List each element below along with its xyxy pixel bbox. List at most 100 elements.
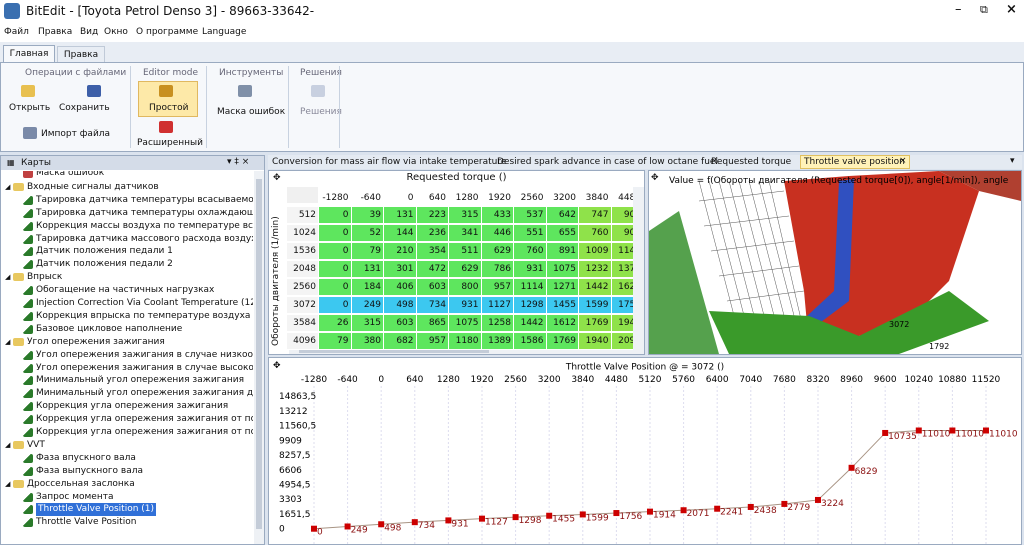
column-header: 512 — [644, 190, 645, 207]
table-cell: 79 — [351, 243, 384, 260]
tree-item[interactable]: Запрос момента — [36, 491, 114, 502]
expander[interactable]: ◢ — [5, 440, 11, 449]
ribbon-button[interactable]: Импорт файла — [41, 129, 111, 139]
table-cell: 1258 — [481, 315, 514, 332]
tree-folder[interactable]: Входные сигналы датчиков — [27, 181, 159, 192]
menu-item[interactable]: Файл — [4, 27, 29, 37]
expander[interactable]: ◢ — [5, 337, 11, 346]
tree-item[interactable]: Коррекция угла опережения зажигания — [36, 401, 229, 412]
document-tab-active[interactable]: Throttle valve position × — [800, 155, 910, 169]
table-cell: 865 — [416, 315, 449, 332]
row-header: 3584 — [287, 315, 319, 332]
ribbon-button[interactable]: Сохранить — [59, 103, 110, 113]
tree-item[interactable]: Коррекция впрыска по температуре воздуха… — [36, 310, 253, 321]
tree-item[interactable]: Injection Correction Via Coolant Tempera… — [36, 298, 253, 308]
table-cell: 1586 — [514, 333, 547, 350]
column-header: 3200 — [546, 190, 579, 207]
tree-item[interactable]: Датчик положения педали 1 — [36, 246, 173, 257]
data-point — [680, 507, 687, 514]
document-tab[interactable]: Conversion for mass air flow via intake … — [272, 157, 507, 167]
scrollbar[interactable] — [254, 171, 264, 544]
tree-folder[interactable]: Угол опережения зажигания — [27, 336, 165, 347]
x-tick-label: 10880 — [938, 375, 967, 385]
ribbon-tab-active[interactable]: Главная — [3, 45, 55, 63]
tree-item[interactable]: Минимальный угол опережения зажигания дл… — [36, 388, 253, 399]
x-tick-label: 8960 — [840, 375, 863, 385]
close-button[interactable]: × — [1006, 2, 1017, 17]
tree-item[interactable]: Маска ошибок — [36, 171, 105, 178]
ribbon-tab[interactable]: Правка — [57, 46, 105, 63]
tree-item[interactable]: Тарировка датчика массового расхода возд… — [36, 233, 253, 244]
menu-item[interactable]: О программе — [136, 27, 199, 37]
table-cell: 655 — [546, 225, 579, 242]
data-point — [949, 427, 956, 434]
scrollbar-thumb[interactable] — [256, 179, 262, 529]
expander[interactable]: ◢ — [5, 182, 11, 191]
table-cell: 1075 — [546, 261, 579, 278]
tree-folder[interactable]: VVT — [27, 439, 45, 450]
tree-item[interactable]: Коррекция угла опережения зажигания от п… — [36, 427, 253, 437]
map-icon — [23, 260, 33, 270]
tree-item[interactable]: Обогащение на частичных нагрузках — [36, 285, 215, 296]
move-handle[interactable]: ✥ — [273, 173, 281, 183]
folder-icon — [13, 479, 24, 488]
move-handle[interactable]: ✥ — [273, 361, 281, 371]
tree-item[interactable]: Коррекция массы воздуха по температуре в… — [36, 220, 253, 231]
minimize-button[interactable]: – — [955, 2, 962, 17]
table-cell: 52 — [351, 225, 384, 242]
tree-item[interactable]: Фаза выпускного вала — [36, 465, 144, 476]
tree-item[interactable]: Фаза впускного вала — [36, 452, 136, 463]
data-point — [982, 427, 989, 434]
x-tick-label: -1280 — [301, 375, 327, 385]
tree-item[interactable]: Базовое цикловое наполнение — [36, 323, 183, 334]
surface-axis-label: 1792 — [929, 342, 949, 351]
tab-close[interactable]: × — [899, 156, 907, 166]
move-handle[interactable]: ✥ — [651, 173, 659, 183]
tree-folder[interactable]: Впрыск — [27, 272, 63, 283]
tree-item[interactable]: Минимальный угол опережения зажигания — [36, 375, 245, 386]
table-cell: 472 — [416, 261, 449, 278]
tree-folder[interactable]: Дроссельная заслонка — [27, 478, 135, 489]
table-cell: 341 — [449, 225, 482, 242]
ribbon-button[interactable]: Маска ошибок — [217, 107, 286, 117]
tree-item[interactable]: Коррекция угла опережения зажигания от п… — [36, 414, 253, 425]
tab-menu[interactable]: ▾ — [1010, 156, 1015, 166]
map-icon — [23, 350, 33, 360]
ribbon-button[interactable]: Простой — [149, 103, 189, 113]
menu-item[interactable]: Language — [202, 27, 247, 37]
tree-item[interactable]: Throttle Valve Position — [36, 517, 137, 528]
v-scrollbar[interactable] — [633, 187, 644, 354]
expander[interactable]: ◢ — [5, 479, 11, 488]
menu-item[interactable]: Вид — [80, 27, 99, 37]
table-cell: 1114 — [514, 279, 547, 296]
tree-item[interactable]: Угол опережения зажигания в случае низко… — [36, 349, 253, 360]
menu-item[interactable]: Правка — [38, 27, 73, 37]
ribbon-tabs: Главная Правка — [0, 42, 1024, 63]
map-icon — [23, 389, 33, 399]
data-label: 498 — [384, 523, 401, 533]
panel-buttons[interactable]: ▾ ‡ × — [227, 157, 250, 167]
panel-header: ▦ Карты ▾ ‡ × — [1, 156, 264, 170]
tree-item[interactable]: Датчик положения педали 2 — [36, 259, 173, 270]
tree-item[interactable]: Тарировка датчика температуры охлаждающе… — [36, 207, 253, 218]
table-cell: 1075 — [449, 315, 482, 332]
ribbon-button[interactable]: Открыть — [9, 103, 51, 113]
ribbon-button[interactable]: Решения — [300, 107, 342, 117]
expander[interactable]: ◢ — [5, 273, 11, 282]
tree-item[interactable]: Тарировка датчика температуры всасываемо… — [36, 194, 253, 205]
column-header: -640 — [351, 190, 384, 207]
title-bar: BitEdit - [Toyota Petrol Denso 3] - 8966… — [0, 0, 1024, 22]
table-cell: 433 — [481, 207, 514, 224]
ribbon-button[interactable]: Расширенный — [137, 138, 203, 148]
tree-item-selected[interactable]: Throttle Valve Position (1) — [36, 503, 157, 517]
map-icon — [23, 299, 33, 308]
menu-item[interactable]: Окно — [104, 27, 128, 37]
restore-button[interactable]: ⧉ — [980, 3, 988, 16]
tree-item[interactable]: Угол опережения зажигания в случае высок… — [36, 362, 253, 373]
document-tab[interactable]: Desired spark advance in case of low oct… — [497, 157, 718, 167]
document-tab[interactable]: Requested torque — [711, 157, 792, 167]
data-point — [613, 510, 620, 517]
x-tick-label: 9600 — [874, 375, 897, 385]
table-cell: 446 — [481, 225, 514, 242]
data-label: 2071 — [687, 509, 710, 519]
